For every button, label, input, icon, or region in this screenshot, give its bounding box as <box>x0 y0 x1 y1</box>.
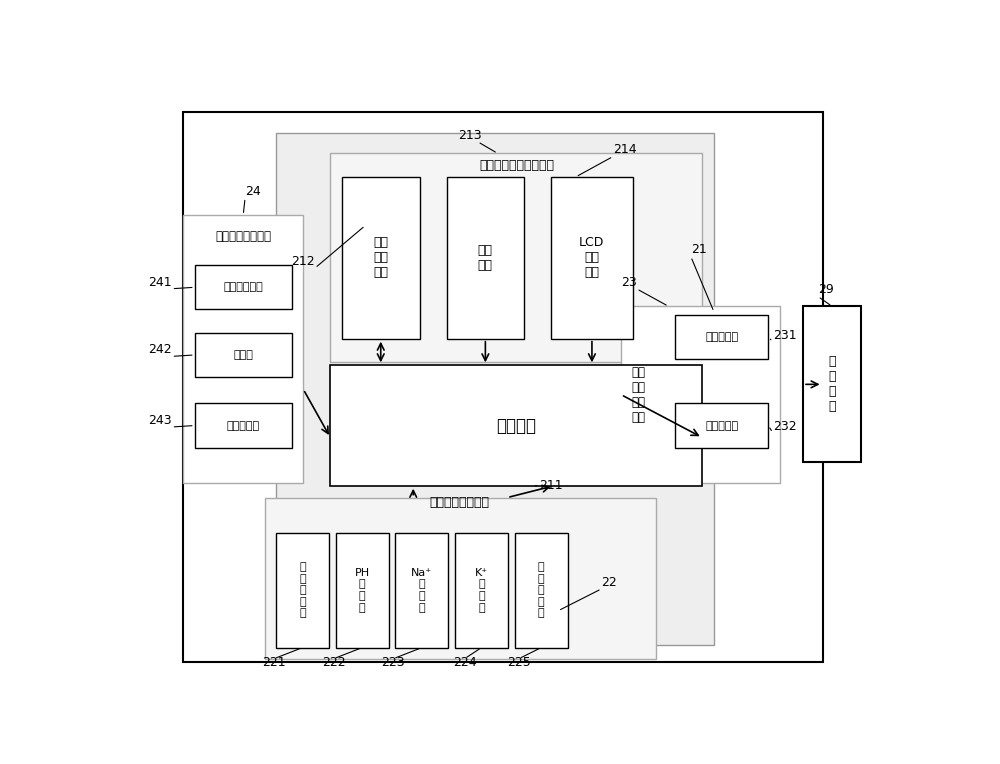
Bar <box>330 154 702 362</box>
Bar <box>183 112 822 662</box>
Text: 21: 21 <box>691 244 706 257</box>
Bar <box>395 533 448 648</box>
Text: 241: 241 <box>148 276 172 289</box>
Text: 22: 22 <box>602 576 617 589</box>
Text: 温度传感器: 温度传感器 <box>705 420 738 431</box>
Bar <box>264 497 656 659</box>
Text: 231: 231 <box>773 329 797 342</box>
Text: 213: 213 <box>458 128 482 141</box>
Text: 电
源
模
块: 电 源 模 块 <box>828 355 836 413</box>
Bar <box>195 265 292 309</box>
Text: 尿
素
传
感
器: 尿 素 传 感 器 <box>538 562 544 618</box>
Bar <box>447 177 524 338</box>
Text: 微处理器: 微处理器 <box>496 416 536 435</box>
Text: 生理
信号
检测
模块: 生理 信号 检测 模块 <box>632 366 646 424</box>
Text: K⁺
传
感
器: K⁺ 传 感 器 <box>475 568 488 613</box>
Text: 232: 232 <box>773 420 797 433</box>
Text: 225: 225 <box>507 656 531 669</box>
Text: 加速度传感器: 加速度传感器 <box>223 282 263 293</box>
Text: 223: 223 <box>381 656 405 669</box>
Text: 陀螺仪: 陀螺仪 <box>233 350 253 360</box>
Text: 243: 243 <box>148 414 172 427</box>
Text: 23: 23 <box>621 276 637 289</box>
Text: PH
传
感
器: PH 传 感 器 <box>355 568 370 613</box>
Bar <box>515 533 568 648</box>
Text: 按键
模块: 按键 模块 <box>478 244 493 272</box>
Bar <box>195 333 292 377</box>
Text: LCD
显示
模块: LCD 显示 模块 <box>579 236 605 280</box>
Text: 智能化检测与通讯模块: 智能化检测与通讯模块 <box>479 159 554 172</box>
Text: 地磁传感器: 地磁传感器 <box>227 420 260 431</box>
Text: 221: 221 <box>262 656 286 669</box>
Bar <box>336 533 388 648</box>
Bar <box>551 177 633 338</box>
Bar <box>195 403 292 448</box>
Text: 心率传感器: 心率传感器 <box>705 332 738 342</box>
Text: 222: 222 <box>322 656 345 669</box>
Text: 无线
通讯
模块: 无线 通讯 模块 <box>373 236 388 280</box>
Text: 211: 211 <box>540 479 563 492</box>
Bar <box>675 403 768 448</box>
Text: Na⁺
传
感
器: Na⁺ 传 感 器 <box>411 568 432 613</box>
Text: 29: 29 <box>818 283 834 296</box>
Bar <box>330 365 702 486</box>
Text: 24: 24 <box>245 185 261 198</box>
Text: 224: 224 <box>453 656 476 669</box>
Bar <box>183 215 303 483</box>
Text: 乳
酸
传
感
器: 乳 酸 传 感 器 <box>299 562 306 618</box>
Text: 214: 214 <box>613 144 637 157</box>
Text: 生化信号检测模块: 生化信号检测模块 <box>430 497 490 510</box>
Bar <box>276 533 329 648</box>
Bar <box>342 177 420 338</box>
Bar <box>675 316 768 359</box>
Text: 运动参数检测模块: 运动参数检测模块 <box>215 230 271 243</box>
Bar <box>803 306 861 462</box>
Bar <box>455 533 508 648</box>
Text: 212: 212 <box>292 255 315 268</box>
Bar <box>276 133 714 645</box>
Text: 242: 242 <box>148 343 172 356</box>
Bar <box>621 306 780 483</box>
